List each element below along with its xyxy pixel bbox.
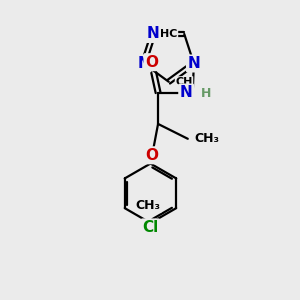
Text: O: O — [146, 148, 159, 163]
Text: N: N — [180, 85, 193, 100]
Text: Cl: Cl — [142, 220, 159, 235]
Text: O: O — [145, 55, 158, 70]
Text: CH₃: CH₃ — [194, 132, 219, 145]
Text: N: N — [188, 56, 200, 71]
Text: N: N — [147, 26, 160, 41]
Text: N: N — [137, 56, 150, 71]
Text: HC: HC — [160, 29, 178, 39]
Text: CH: CH — [175, 77, 193, 87]
Text: H: H — [201, 87, 211, 100]
Text: CH₃: CH₃ — [136, 200, 161, 212]
